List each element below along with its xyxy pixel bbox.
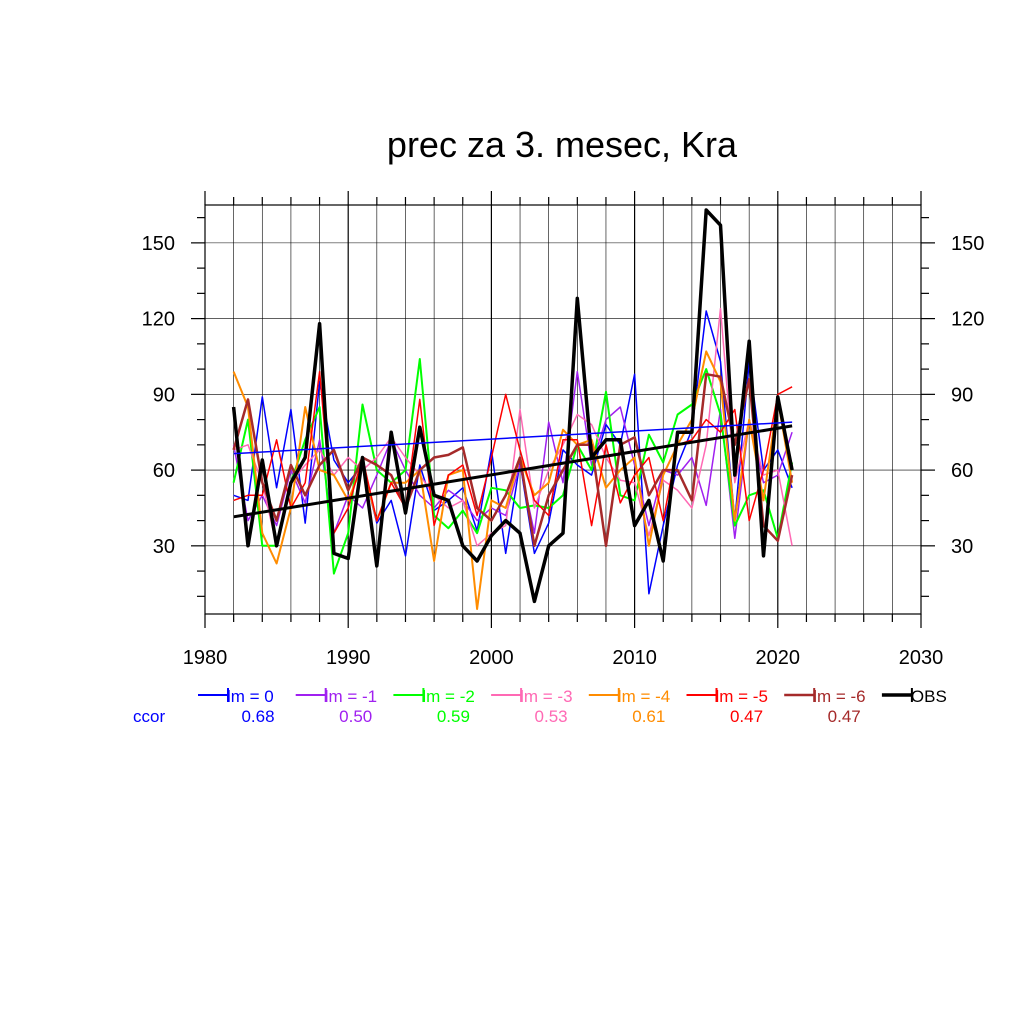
trend-line-1 <box>233 421 793 455</box>
legend-label: lm = 0 <box>227 687 274 706</box>
x-tick-label: 2020 <box>756 647 801 669</box>
series-line-5 <box>232 350 794 610</box>
ccor-value: 0.68 <box>241 707 274 726</box>
ccor-label: ccor <box>133 707 165 726</box>
x-tick-label: 1980 <box>183 647 228 669</box>
grid <box>205 205 921 614</box>
plot-frame <box>204 204 922 615</box>
ccor-value: 0.53 <box>535 707 568 726</box>
legend-label: lm = -5 <box>716 687 768 706</box>
y-tick-label-right: 90 <box>951 384 973 406</box>
legend-label: lm = -3 <box>520 687 572 706</box>
trend-line-2 <box>233 424 793 519</box>
trend-lines <box>233 421 793 519</box>
x-tick-label: 1990 <box>326 647 371 669</box>
legend-label: lm = -4 <box>618 687 670 706</box>
x-tick-label: 2000 <box>469 647 514 669</box>
axes: 1980 1990 2000 2010 2020 2030 30 30 60 60 90 90 120 1… <box>142 191 984 669</box>
series-lines <box>231 208 794 610</box>
y-tick-label-right: 120 <box>951 309 984 331</box>
legend-label: OBS <box>911 687 947 706</box>
ccor-value: 0.59 <box>437 707 470 726</box>
y-tick-label: 150 <box>142 233 175 255</box>
x-tick-label: 2010 <box>612 647 657 669</box>
x-tick-label: 2030 <box>899 647 944 669</box>
y-tick-label: 90 <box>153 384 175 406</box>
series-line-8 <box>231 208 794 604</box>
legend-label: lm = -2 <box>422 687 474 706</box>
chart-title: prec za 3. mesec, Kra <box>387 124 738 165</box>
y-tick-label: 60 <box>153 460 175 482</box>
y-tick-label-right: 60 <box>951 460 973 482</box>
ccor-value: 0.47 <box>828 707 861 726</box>
y-tick-label-right: 30 <box>951 536 973 558</box>
legend-label: lm = -6 <box>813 687 865 706</box>
y-tick-label-right: 150 <box>951 233 984 255</box>
ccor-value: 0.50 <box>339 707 372 726</box>
ccor-value: 0.61 <box>632 707 665 726</box>
y-tick-label: 30 <box>153 536 175 558</box>
ccor-value: 0.47 <box>730 707 763 726</box>
legend-label: lm = -1 <box>325 687 377 706</box>
y-tick-label: 120 <box>142 309 175 331</box>
